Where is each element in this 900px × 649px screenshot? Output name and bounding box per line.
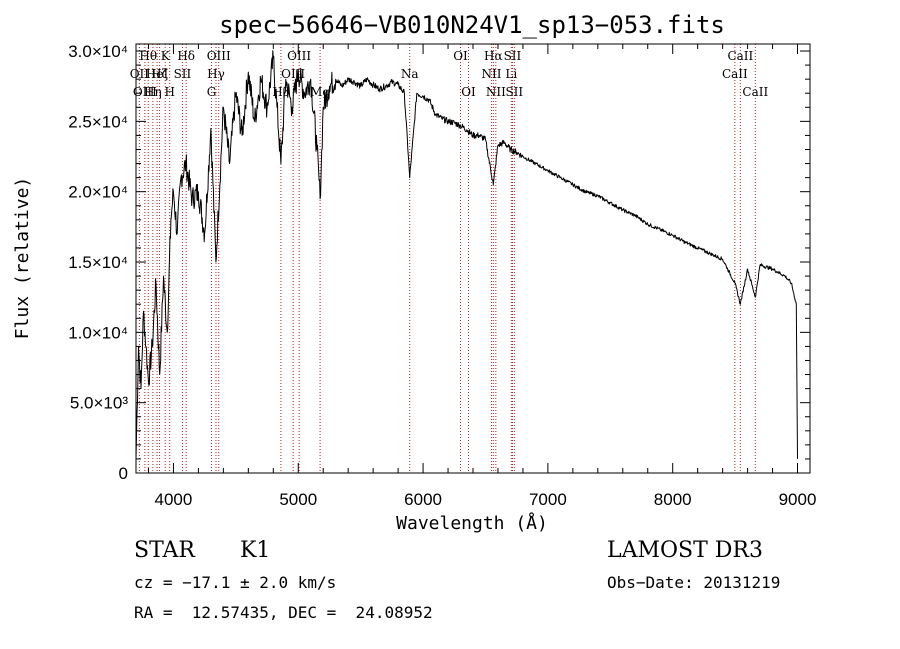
- spectral-line-label: SII: [504, 49, 522, 63]
- y-axis-label: Flux (relative): [12, 177, 33, 340]
- plot-frame: [135, 43, 811, 474]
- spectral-line-label: CaII: [727, 49, 753, 63]
- y-tick-label: 3.0×10⁴: [68, 42, 128, 61]
- spectral-line-label: Na: [401, 67, 419, 81]
- x-tick-label: 8000: [654, 490, 692, 509]
- spectral-line-label: Mg: [310, 85, 330, 99]
- coordinates: RA = 12.57435, DEC = 24.08952: [134, 603, 433, 622]
- spectral-line-label: Hθ: [139, 49, 157, 63]
- spectral-line-markers: [138, 44, 756, 473]
- spectral-line-label: Hζ: [151, 67, 168, 81]
- spectral-line-label: SII: [174, 67, 192, 81]
- y-tick-label: 1.5×10⁴: [68, 253, 128, 272]
- spectral-line-label: Hα: [484, 49, 503, 63]
- x-tick-label: 9000: [779, 490, 817, 509]
- flux-series-line: [135, 50, 798, 459]
- spectral-line-label: Hγ: [207, 67, 225, 81]
- spectral-line-label: OIII: [207, 49, 231, 63]
- x-tick-label: 4000: [155, 490, 193, 509]
- y-tick-label: 0: [119, 464, 128, 483]
- spectral-line-label: OI: [461, 85, 476, 99]
- x-axis-ticks: 4000 5000 6000 7000 8000 9000: [147, 44, 817, 509]
- spectral-line-label: K: [161, 49, 171, 63]
- spectral-line-label: OIII: [281, 67, 305, 81]
- x-tick-label: 7000: [529, 490, 567, 509]
- spectral-line-label: Li: [505, 67, 517, 81]
- survey-name: LAMOST DR3: [607, 538, 763, 563]
- spectral-line-label: HeI: [146, 67, 169, 81]
- y-tick-label: 5.0×10³: [70, 394, 128, 413]
- y-axis-ticks: 0 5.0×10³ 1.0×10⁴ 1.5×10⁴ 2.0×10⁴ 2.5×10⁴ 3.0×…: [68, 42, 810, 483]
- spectral-line-label: OIII: [287, 49, 311, 63]
- obs-date: Obs−Date: 20131219: [607, 573, 781, 592]
- spectral-line-label: G: [207, 85, 217, 99]
- spectral-line-label: NII: [481, 67, 501, 81]
- y-tick-label: 2.5×10⁴: [68, 112, 128, 131]
- spectral-line-label: SII: [505, 85, 523, 99]
- spectral-line-label: OIII: [133, 85, 157, 99]
- spectral-line-label: CaII: [742, 85, 768, 99]
- y-tick-label: 1.0×10⁴: [68, 323, 128, 342]
- chart-title: spec−56646−VB010N24V1_sp13−053.fits: [219, 11, 725, 39]
- spectral-line-label: OII: [130, 67, 150, 81]
- object-class: STAR: [134, 538, 195, 563]
- spectral-line-label: CaII: [722, 67, 748, 81]
- spectral-line-label: NII: [486, 85, 506, 99]
- spectral-line-label: H: [164, 85, 174, 99]
- spectral-line-label: OI: [453, 49, 468, 63]
- spectral-line-label: Hδ: [177, 49, 195, 63]
- x-tick-label: 5000: [279, 490, 317, 509]
- x-tick-label: 6000: [404, 490, 442, 509]
- x-axis-label: Wavelength (Å): [396, 512, 548, 534]
- object-subclass: K1: [240, 538, 271, 563]
- y-tick-label: 2.0×10⁴: [68, 183, 128, 202]
- spectral-line-labels: OIIOIIIHθHηHeIHζKHSIIHδGHγOIIIHβOIIIOIII…: [130, 49, 769, 99]
- spectral-line-label: Hη: [144, 85, 162, 99]
- redshift-value: cz = −17.1 ± 2.0 km/s: [134, 573, 337, 592]
